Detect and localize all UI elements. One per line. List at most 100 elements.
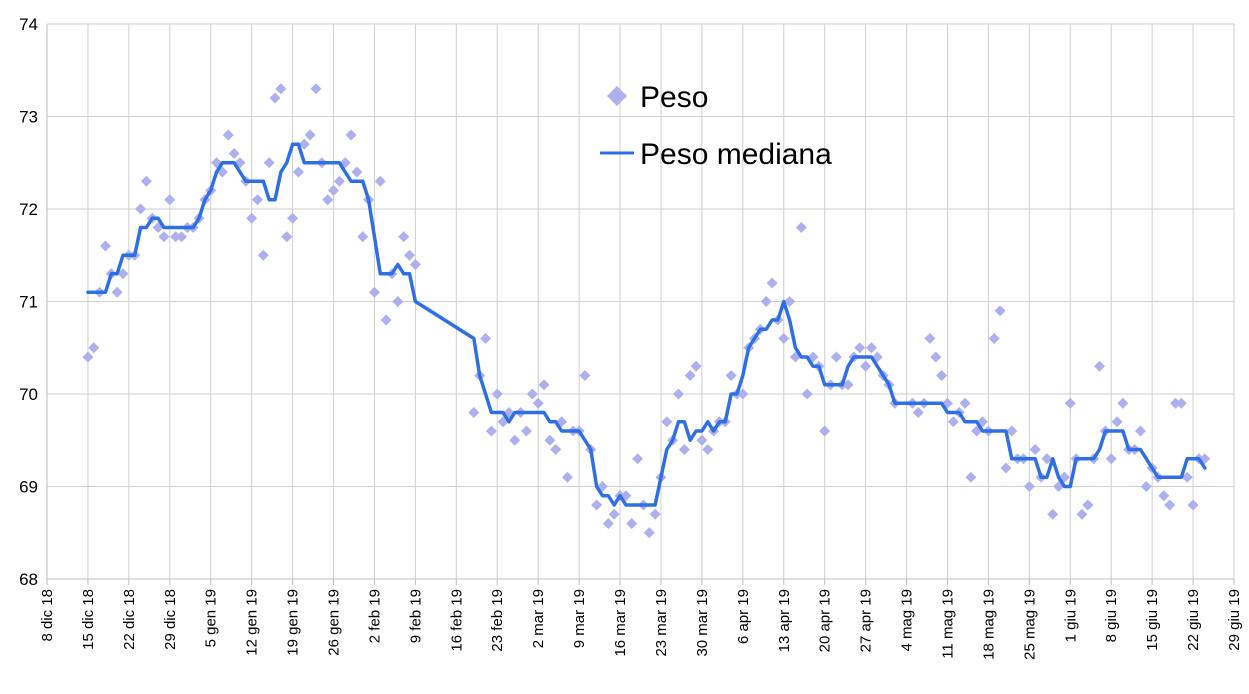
- x-tick-label: 8 dic 18: [39, 589, 56, 642]
- peso-point: [959, 397, 971, 409]
- peso-point: [690, 360, 702, 372]
- peso-point: [725, 370, 737, 381]
- legend-peso-mediana-label: Peso mediana: [640, 138, 832, 171]
- peso-point: [158, 231, 170, 243]
- peso-point: [140, 175, 152, 187]
- peso-point: [678, 444, 690, 455]
- x-tick-label: 18 mag 19: [980, 589, 997, 660]
- peso-point: [135, 203, 147, 215]
- x-tick-label: 19 gen 19: [285, 589, 302, 656]
- peso-point: [760, 296, 772, 307]
- peso-point: [398, 231, 410, 243]
- peso-point: [409, 259, 421, 270]
- x-tick-label: 22 giu 19: [1185, 589, 1202, 651]
- peso-point: [1187, 499, 1199, 511]
- peso-point: [865, 342, 877, 354]
- peso-point: [333, 175, 345, 187]
- peso-point: [228, 148, 240, 159]
- x-tick-label: 15 dic 18: [80, 589, 97, 650]
- peso-point: [1006, 425, 1018, 437]
- peso-point: [684, 370, 696, 381]
- peso-point: [778, 333, 790, 344]
- y-axis-ticks: 68 69 70 71 72 73 74: [19, 15, 38, 589]
- y-tick-label: 71: [19, 293, 38, 312]
- peso-point: [795, 222, 807, 233]
- peso-point: [269, 92, 281, 104]
- peso-point: [1023, 481, 1035, 492]
- peso-point: [947, 416, 959, 428]
- x-tick-label: 5 gen 19: [203, 589, 220, 647]
- peso-point: [1170, 397, 1182, 409]
- y-tick-label: 68: [19, 570, 38, 589]
- peso-point: [842, 379, 854, 391]
- x-axis-ticks: 8 dic 18 15 dic 18 22 dic 18 29 dic 18 5 gen…: [39, 589, 1243, 660]
- peso-point: [538, 379, 550, 391]
- peso-point: [111, 286, 123, 298]
- x-tick-label: 27 apr 19: [858, 589, 875, 652]
- x-tick-label: 26 gen 19: [326, 589, 343, 656]
- peso-point: [82, 351, 94, 363]
- peso-point: [380, 314, 392, 326]
- peso-point: [526, 388, 538, 400]
- peso-point: [1134, 425, 1146, 437]
- x-tick-label: 15 giu 19: [1144, 589, 1161, 651]
- y-tick-label: 72: [19, 200, 38, 219]
- peso-point: [322, 194, 334, 206]
- peso-point: [579, 370, 591, 381]
- peso-point: [912, 407, 924, 418]
- x-tick-label: 1 giu 19: [1062, 589, 1079, 642]
- chart-legend: Peso Peso mediana: [600, 81, 832, 171]
- peso-point: [673, 388, 685, 400]
- peso-point: [643, 527, 655, 539]
- peso-point: [1105, 453, 1117, 465]
- peso-point: [924, 333, 936, 344]
- peso-point: [1076, 508, 1088, 520]
- peso-point: [164, 194, 176, 206]
- peso-point: [1082, 499, 1094, 511]
- peso-point: [345, 129, 357, 141]
- peso-point: [1047, 508, 1059, 520]
- peso-point: [1029, 444, 1041, 455]
- peso-point: [170, 231, 182, 243]
- peso-point: [275, 83, 287, 95]
- peso-point: [480, 333, 492, 344]
- peso-point: [696, 434, 708, 446]
- peso-point: [1140, 481, 1152, 492]
- peso-point: [784, 296, 796, 307]
- peso-point: [994, 305, 1006, 317]
- x-tick-label: 20 apr 19: [817, 589, 834, 652]
- peso-point: [509, 434, 521, 446]
- peso-point: [1117, 397, 1129, 409]
- y-tick-label: 70: [19, 385, 38, 404]
- peso-point: [830, 351, 842, 363]
- x-tick-label: 30 mar 19: [694, 589, 711, 657]
- x-tick-label: 16 mar 19: [612, 589, 629, 657]
- peso-point: [591, 499, 603, 511]
- peso-point: [368, 286, 380, 298]
- x-tick-label: 8 giu 19: [1103, 589, 1120, 642]
- peso-point: [374, 175, 386, 187]
- y-tick-label: 73: [19, 108, 38, 127]
- peso-point: [532, 397, 544, 409]
- peso-point: [292, 166, 304, 178]
- x-tick-label: 2 feb 19: [366, 589, 383, 643]
- peso-point: [561, 471, 573, 483]
- peso-point: [117, 268, 129, 280]
- peso-point: [328, 185, 340, 196]
- peso-point: [737, 388, 749, 400]
- x-tick-label: 6 apr 19: [735, 589, 752, 644]
- peso-point: [936, 370, 948, 381]
- peso-point: [626, 518, 638, 529]
- x-tick-label: 29 dic 18: [162, 589, 179, 650]
- peso-point: [1094, 360, 1106, 372]
- peso-point: [310, 83, 322, 95]
- peso-point: [392, 296, 404, 307]
- x-tick-label: 9 mar 19: [571, 589, 588, 648]
- x-tick-label: 25 mag 19: [1021, 589, 1038, 660]
- x-tick-label: 22 dic 18: [121, 589, 138, 650]
- peso-point: [854, 342, 866, 354]
- x-tick-label: 4 mag 19: [899, 589, 916, 652]
- legend-peso-label: Peso: [640, 81, 708, 114]
- peso-point: [1000, 462, 1012, 474]
